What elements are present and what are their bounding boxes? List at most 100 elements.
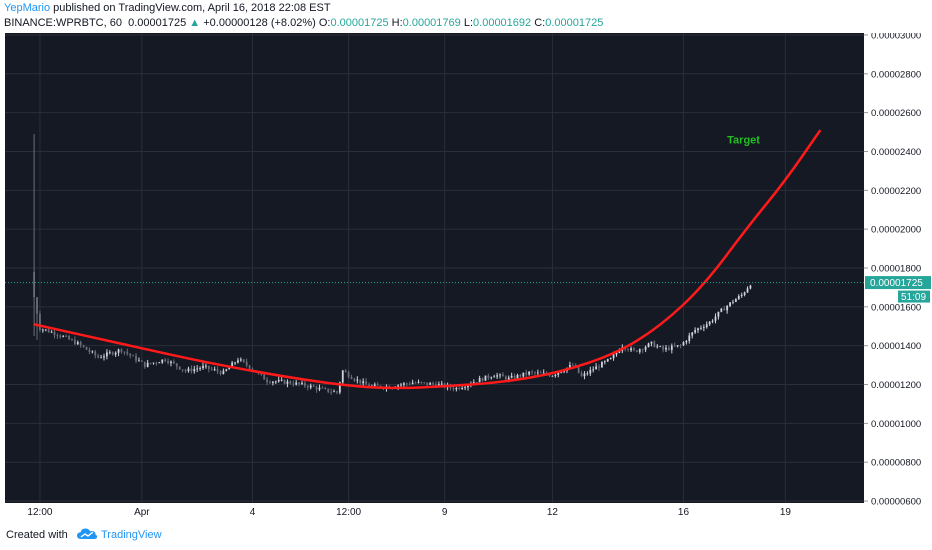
candle-body (33, 271, 36, 298)
last-price: 0.00001725 (128, 17, 187, 29)
candle-body (496, 375, 499, 377)
candle-body (338, 382, 341, 393)
open-label: O: (318, 17, 331, 29)
candle-body (138, 360, 140, 362)
candle-body (659, 346, 662, 348)
candle-body (571, 365, 574, 366)
candlestick-chart[interactable]: Target 0.000030000.000028000.000026000.0… (0, 30, 932, 518)
candle-body (577, 367, 580, 373)
candle-body (478, 378, 481, 383)
candle-body (365, 381, 367, 385)
candle-body (542, 372, 545, 374)
price-tag-box (865, 276, 931, 290)
time-tick-label: 12:00 (336, 507, 361, 518)
price-tick-label: 0.00001600 (871, 302, 921, 313)
symbol-label: BINANCE:WPRBTC, 60 (4, 17, 122, 29)
candle-body (673, 345, 676, 347)
candle-body (172, 361, 175, 364)
candle-body (682, 342, 685, 346)
candle-body (606, 359, 609, 362)
candle-body (461, 387, 464, 390)
candle-body (376, 384, 379, 386)
candle-body (251, 368, 254, 371)
candle-body (175, 363, 178, 367)
candle-body (140, 360, 143, 362)
candle-body (50, 331, 53, 333)
candle-body (263, 374, 266, 380)
candle-body (53, 331, 56, 335)
candle-body (510, 375, 513, 378)
time-tick-label: 12:00 (27, 507, 52, 518)
candle-body (106, 352, 108, 357)
candle-body (292, 383, 295, 385)
candle-body (111, 352, 114, 355)
candle-body (647, 343, 650, 347)
candle-body (656, 346, 659, 348)
chart-area[interactable]: Target 0.00003000 0.00002800 0.00002600 0.0… (0, 30, 932, 518)
price-tick-label: 0.00001000 (871, 419, 921, 430)
candle-body (723, 308, 726, 311)
candle-body (341, 370, 344, 383)
candle-body (231, 362, 234, 368)
candle-body (688, 335, 691, 342)
candle-body (452, 387, 455, 390)
candle-body (417, 381, 420, 383)
high-label: H: (391, 17, 403, 29)
time-tick-label: 19 (780, 507, 792, 518)
candle-body (400, 384, 402, 386)
candle-body (91, 351, 94, 353)
tradingview-cloud-icon[interactable] (76, 527, 98, 541)
candle-body (563, 371, 565, 373)
candle-body (403, 383, 405, 385)
price-axis[interactable] (864, 33, 932, 518)
candle-body (426, 382, 429, 385)
candle-body (528, 371, 531, 375)
candle-body (277, 379, 280, 382)
candle-body (161, 359, 164, 363)
candle-body (440, 383, 443, 385)
candle-body (676, 345, 679, 347)
candle-body (237, 360, 239, 363)
candle-body (184, 370, 187, 372)
candle-body (522, 372, 525, 377)
candle-body (56, 334, 59, 336)
candle-body (324, 388, 327, 389)
candle-body (464, 387, 466, 389)
candle-body (490, 377, 493, 379)
time-tick-label: 9 (442, 507, 448, 518)
candle-body (662, 346, 664, 350)
candle-body (73, 339, 76, 345)
candle-body (309, 385, 312, 388)
candle-body (146, 362, 149, 367)
candle-body (548, 374, 551, 377)
candle-body (47, 329, 50, 333)
candle-body (650, 341, 653, 344)
candle-body (202, 365, 204, 369)
candle-body (321, 387, 324, 389)
time-axis[interactable] (5, 503, 864, 518)
candle-body (697, 328, 699, 331)
author-link[interactable]: YepMario (4, 2, 51, 14)
candle-body (560, 372, 563, 373)
candle-body (411, 382, 414, 385)
candle-body (373, 384, 376, 386)
candle-body (193, 368, 196, 372)
candle-body (239, 359, 242, 361)
time-axis-ticks: 12:00 Apr 4 12:00 9 12 16 19 (27, 507, 791, 518)
candle-body (120, 349, 123, 352)
candle-body (420, 381, 423, 383)
candle-body (181, 369, 184, 371)
candle-body (295, 382, 298, 385)
tradingview-brand[interactable]: TradingView (101, 529, 162, 541)
candle-body (219, 371, 222, 374)
chart-header: YepMario published on TradingView.com, A… (0, 0, 932, 33)
candle-body (551, 375, 554, 377)
candle-body (135, 355, 137, 361)
candle-body (720, 308, 723, 312)
candle-body (36, 297, 38, 314)
price-tick-label: 0.00002400 (871, 147, 921, 158)
candle-body (700, 327, 702, 329)
candle-body (539, 372, 542, 374)
candle-body (633, 348, 635, 351)
candle-body (170, 361, 172, 364)
